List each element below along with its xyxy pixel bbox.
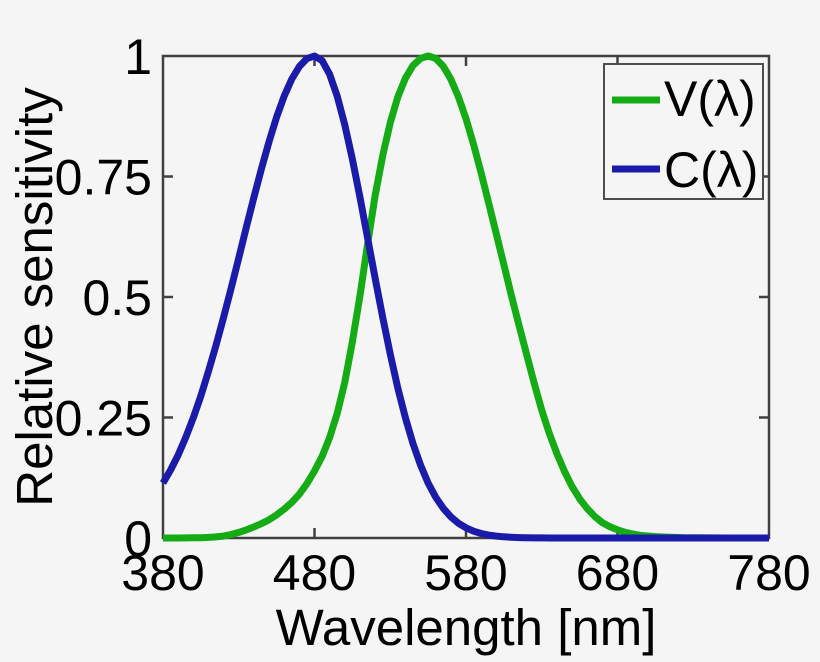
x-axis-label: Wavelength [nm] [276, 599, 657, 656]
legend-box [603, 63, 764, 200]
x-tick-label: 580 [424, 545, 507, 601]
tick-labels: 380 480 580 680 780 0 0.25 0.5 0.75 1 [55, 29, 811, 601]
legend-label-c-lambda: C(λ) [664, 142, 758, 198]
curve-c-lambda [159, 52, 769, 542]
x-tick-label: 780 [727, 545, 810, 601]
legend: V(λ) C(λ) [603, 63, 764, 200]
curves [159, 52, 769, 542]
legend-label-v-lambda: V(λ) [664, 71, 756, 127]
y-tick-label: 1 [124, 29, 152, 85]
x-tick-label: 380 [121, 545, 204, 601]
y-tick-label: 0.5 [82, 270, 152, 326]
x-tick-label: 680 [576, 545, 659, 601]
x-tick-label: 480 [273, 545, 356, 601]
y-tick-label: 0 [124, 511, 152, 567]
y-tick-label: 0.25 [55, 391, 152, 447]
y-axis-label: Relative sensitivity [6, 87, 63, 507]
y-tick-label: 0.75 [55, 150, 152, 206]
